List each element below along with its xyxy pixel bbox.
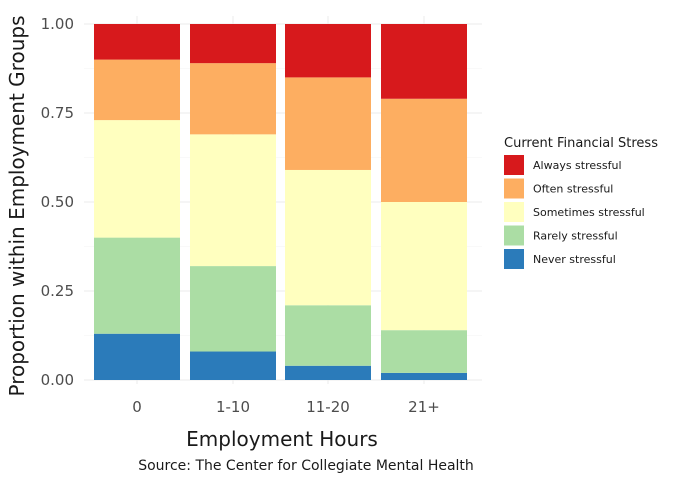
y-axis-label: Proportion within Employment Groups bbox=[5, 16, 29, 397]
bars bbox=[94, 24, 467, 380]
legend: Current Financial Stress Always stressfu… bbox=[504, 136, 658, 269]
x-axis-label: Employment Hours bbox=[186, 427, 378, 451]
legend-label: Sometimes stressful bbox=[533, 206, 645, 219]
y-tick-label: 0.75 bbox=[41, 104, 74, 122]
legend-title: Current Financial Stress bbox=[504, 136, 658, 151]
legend-swatch bbox=[504, 225, 524, 246]
bar-segment bbox=[94, 120, 180, 238]
bar-segment bbox=[285, 77, 371, 170]
legend-label: Often stressful bbox=[533, 183, 613, 196]
bar-segment bbox=[285, 365, 371, 380]
x-tick-label: 21+ bbox=[408, 398, 440, 416]
y-tick-label: 0.00 bbox=[41, 371, 74, 389]
bar-segment bbox=[381, 98, 467, 202]
bar-segment bbox=[190, 63, 276, 135]
bar-segment bbox=[285, 169, 371, 306]
legend-swatch bbox=[504, 202, 524, 222]
legend-label: Rarely stressful bbox=[533, 230, 618, 243]
bar-segment bbox=[190, 266, 276, 352]
x-tick-label: 0 bbox=[132, 398, 142, 416]
bar-segment bbox=[94, 24, 180, 60]
x-tick-label: 1-10 bbox=[216, 398, 250, 416]
x-axis-ticks: 0 1-10 11-20 21+ bbox=[132, 398, 440, 416]
bar-segment bbox=[94, 333, 180, 380]
bar-segment bbox=[190, 134, 276, 267]
bar-segment bbox=[190, 351, 276, 380]
bar-segment bbox=[94, 59, 180, 121]
y-tick-label: 1.00 bbox=[41, 15, 74, 33]
bar-segment bbox=[190, 24, 276, 64]
legend-label: Never stressful bbox=[533, 253, 616, 266]
bar-segment bbox=[381, 24, 467, 99]
bar-segment bbox=[381, 202, 467, 331]
y-tick-label: 0.50 bbox=[41, 193, 74, 211]
bar-segment bbox=[285, 24, 371, 78]
legend-swatch bbox=[504, 249, 524, 269]
bar-segment bbox=[381, 330, 467, 373]
bar-segment bbox=[285, 305, 371, 366]
source-caption: Source: The Center for Collegiate Mental… bbox=[138, 458, 474, 474]
x-tick-label: 11-20 bbox=[306, 398, 350, 416]
bar-segment bbox=[381, 372, 467, 380]
legend-label: Always stressful bbox=[533, 159, 622, 172]
legend-swatch bbox=[504, 155, 524, 175]
y-tick-label: 0.25 bbox=[41, 282, 74, 300]
y-axis-ticks: 0.00 0.25 0.50 0.75 1.00 bbox=[41, 15, 74, 389]
bar-segment bbox=[94, 237, 180, 334]
legend-swatch bbox=[504, 178, 524, 199]
